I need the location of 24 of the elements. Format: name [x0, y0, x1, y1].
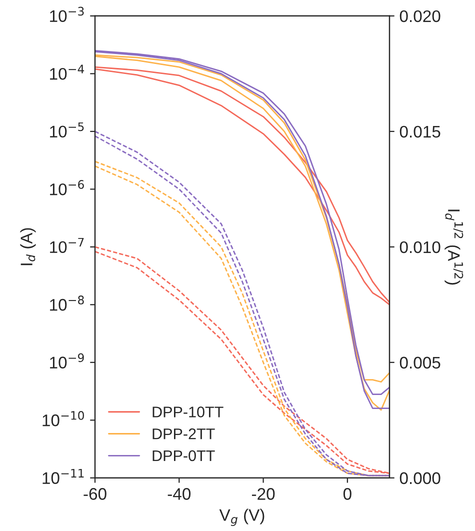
x-axis-title: V$_{g}$ (V) [219, 508, 264, 526]
y2-tick-label: 0.010 [400, 241, 440, 254]
x-tick-label: -60 [84, 488, 106, 500]
y-tick-label: 10$^{−8}$ [50, 296, 84, 311]
x-tick-label: 0 [343, 488, 352, 500]
legend-label: DPP-10TT [152, 406, 224, 418]
y-axis-title: I$_{d}$ (A) [20, 228, 36, 266]
y-tick-label: 10$^{−3}$ [50, 6, 84, 22]
y-tick-label: 10$^{−6}$ [50, 180, 84, 196]
x-tick-label: -40 [168, 488, 191, 500]
y2-axis-title: I$_{d}$$^{1/2}$ (A$^{1/2}$) [444, 210, 464, 285]
y-tick-label: 10$^{−9}$ [50, 353, 84, 368]
y-tick-label: 10$^{−11}$ [42, 468, 84, 484]
y-tick-label: 10$^{−5}$ [50, 122, 84, 138]
y-tick-label: 10$^{−4}$ [50, 64, 84, 80]
y2-tick-label: 0.015 [400, 126, 440, 138]
x-tick-label: -20 [252, 488, 275, 500]
legend-label: DPP-0TT [152, 450, 215, 462]
y-tick-label: 10$^{−10}$ [42, 411, 84, 426]
legend-label: DPP-2TT [152, 428, 215, 440]
y2-tick-label: 0.000 [400, 472, 440, 484]
y2-tick-label: 0.020 [400, 10, 440, 22]
y2-tick-label: 0.005 [400, 356, 440, 369]
y-tick-label: 10$^{−7}$ [50, 238, 84, 254]
